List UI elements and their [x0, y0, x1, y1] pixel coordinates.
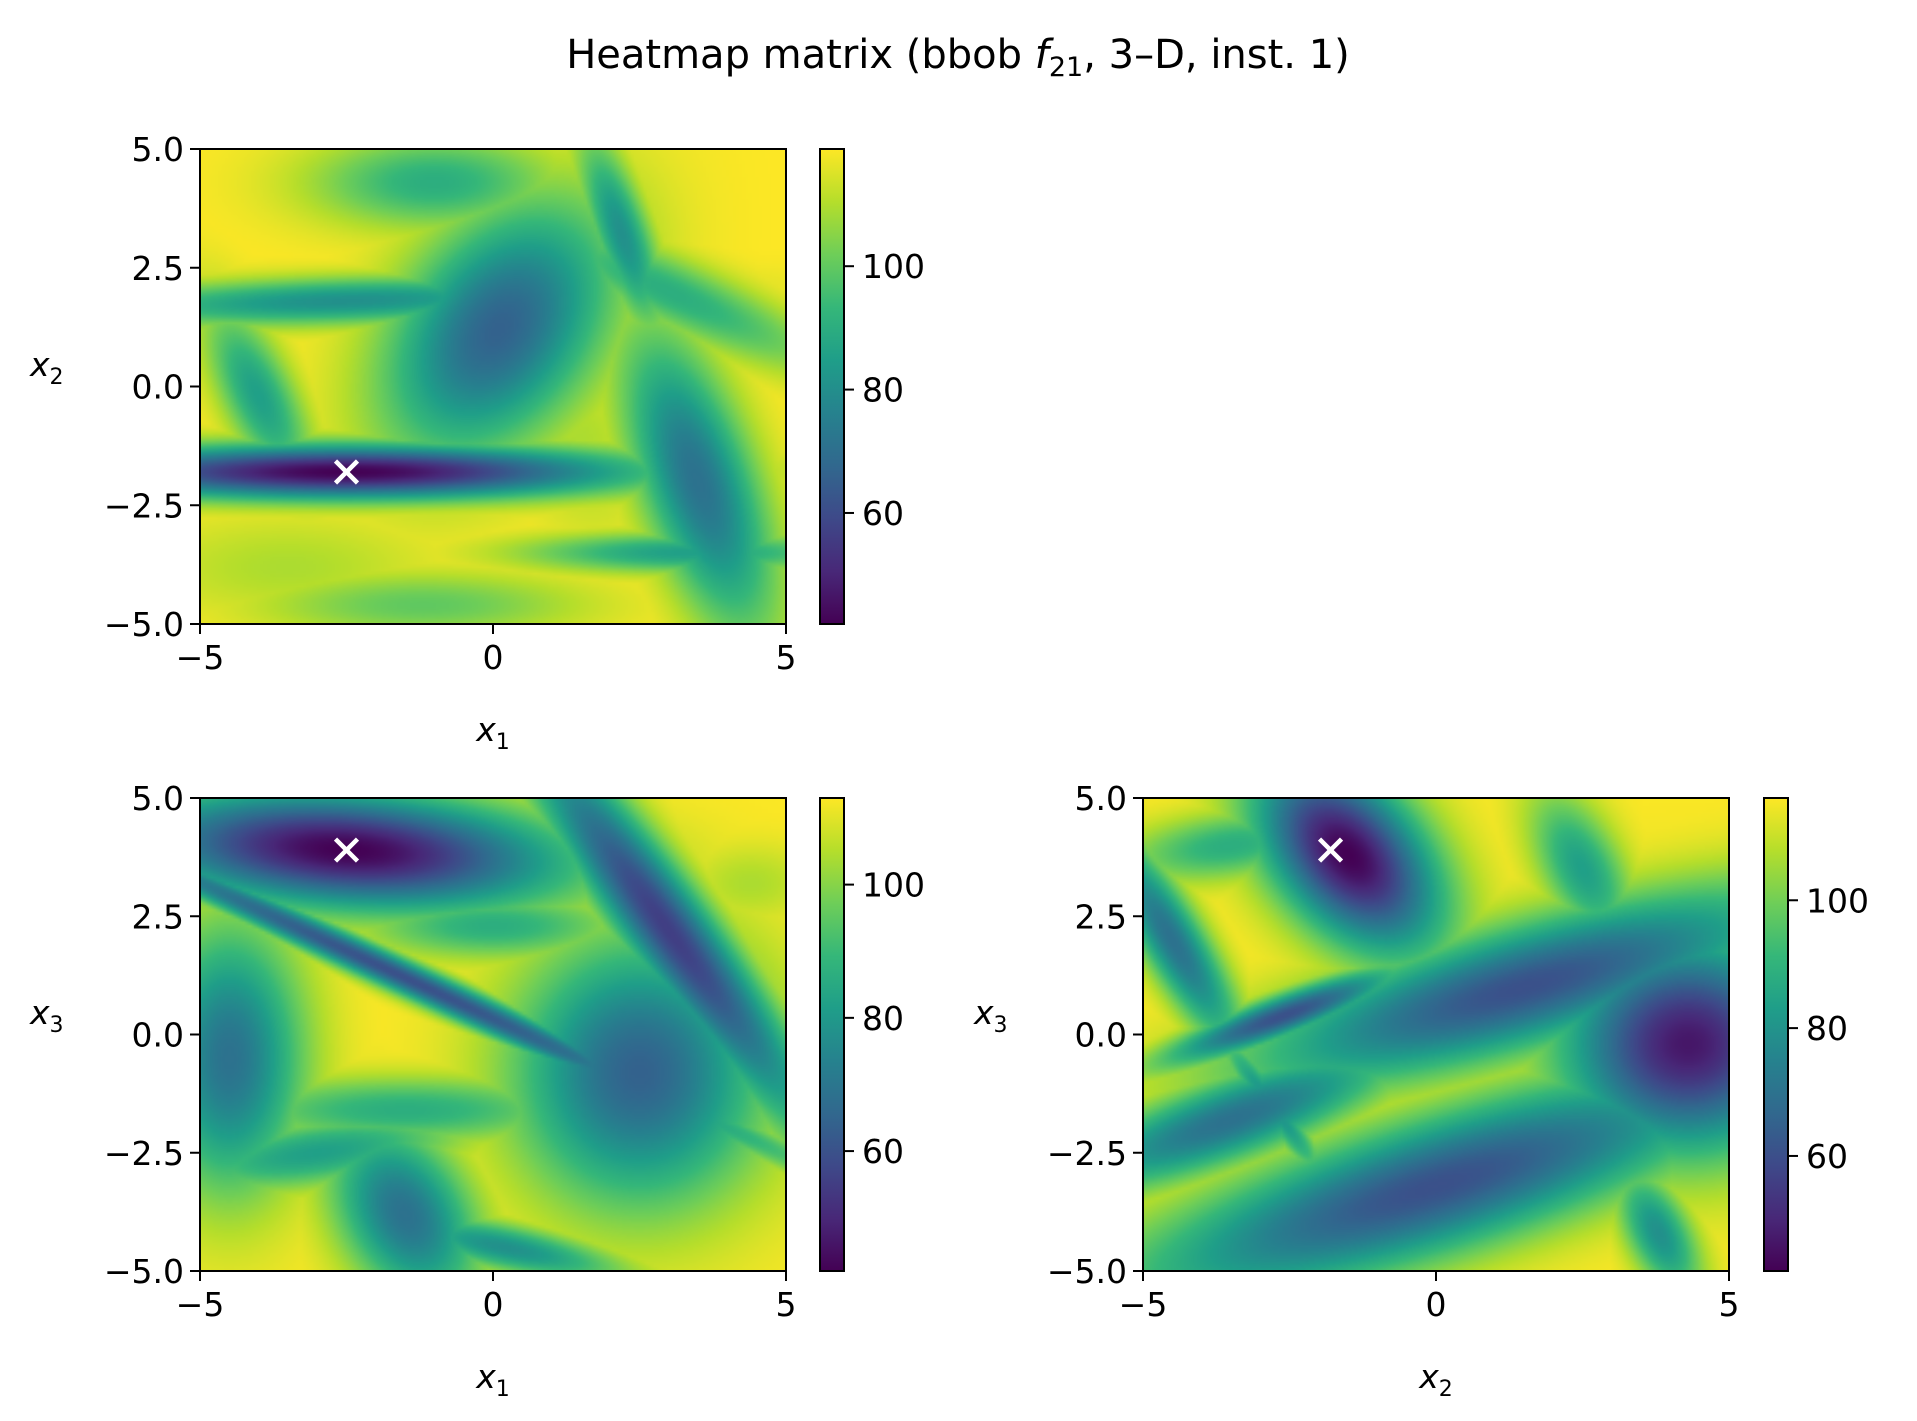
y-tick-label: 0.0 [132, 368, 184, 407]
y-tick-label: 2.5 [132, 897, 184, 936]
y-tick-label: −5.0 [104, 605, 184, 644]
colorbar: 60 80 100 [819, 797, 925, 1272]
y-tick-label: 0.0 [132, 1016, 184, 1055]
x-tick-label: 0 [483, 1285, 504, 1324]
x-tick-label: −5 [176, 638, 225, 677]
y-tick-label: −5.0 [104, 1252, 184, 1291]
y-tick-label: 5.0 [1075, 779, 1127, 818]
colorbar: 60 80 100 [819, 148, 925, 625]
marker-stroke [333, 837, 360, 863]
colorbar-tick-label: 80 [1806, 1009, 1848, 1048]
y-axis: 5.0 2.5 0.0 −2.5 −5.0 [104, 130, 200, 644]
x-tick-label: 5 [1719, 1285, 1740, 1324]
colorbar-gradient [1764, 798, 1788, 1271]
x-axis: −5 0 5 [176, 1271, 797, 1324]
y-tick-label: 5.0 [132, 779, 184, 818]
colorbar-tick-label: 60 [862, 1132, 904, 1171]
y-axis-label: x3 [29, 993, 64, 1038]
y-axis-label: x2 [29, 345, 64, 390]
y-axis-label: x3 [973, 993, 1008, 1038]
colorbar-frame [819, 148, 845, 625]
y-axis: 5.0 2.5 0.0 −2.5 −5.0 [1047, 779, 1143, 1291]
x-axis: −5 0 5 [176, 624, 797, 677]
y-tick-label: −5.0 [1047, 1252, 1127, 1291]
x-tick-label: −5 [1119, 1285, 1168, 1324]
x-axis-label: x1 [475, 1357, 510, 1402]
y-tick-label: 2.5 [132, 249, 184, 288]
x-axis: −5 0 5 [1119, 1271, 1740, 1324]
minimum-marker [333, 837, 360, 863]
x-tick-label: 5 [776, 1285, 797, 1324]
colorbar-frame [1763, 797, 1789, 1272]
colorbar-tick-label: 80 [862, 371, 904, 410]
colorbar-tick-label: 60 [1806, 1137, 1848, 1176]
y-tick-label: 2.5 [1075, 897, 1127, 936]
colorbar-gradient [820, 149, 844, 624]
colorbar-tick-label: 100 [862, 247, 925, 286]
colorbar-tick-label: 100 [862, 866, 925, 905]
y-tick-label: 5.0 [132, 130, 184, 169]
colorbar-tick-label: 80 [862, 999, 904, 1038]
x-axis-label: x2 [1418, 1357, 1453, 1402]
x-tick-label: 0 [483, 638, 504, 677]
x-tick-label: 5 [776, 638, 797, 677]
heatmap-image [200, 798, 786, 1271]
x-tick-label: −5 [176, 1285, 225, 1324]
panel-x1-x2: −5 0 5 5.0 2.5 0.0 −2.5 −5.0 x1 x2 60 80 100 [29, 130, 925, 755]
panel-x1-x3: −5 0 5 5.0 2.5 0.0 −2.5 −5.0 x1 x3 60 80 100 [29, 779, 925, 1402]
colorbar-frame [819, 797, 845, 1272]
marker-stroke [333, 459, 360, 485]
heatmap-image [1143, 798, 1729, 1271]
colorbar-tick-label: 60 [862, 494, 904, 533]
minimum-marker [1317, 837, 1344, 863]
x-axis-label: x1 [475, 710, 510, 755]
x-tick-label: 0 [1426, 1285, 1447, 1324]
colorbar-tick-label: 100 [1806, 881, 1869, 920]
y-tick-label: −2.5 [104, 486, 184, 525]
y-tick-label: −2.5 [1047, 1134, 1127, 1173]
figure-title: Heatmap matrix (bbob f21, 3–D, inst. 1) [566, 32, 1350, 83]
y-tick-label: −2.5 [104, 1134, 184, 1173]
panel-x2-x3: −5 0 5 5.0 2.5 0.0 −2.5 −5.0 x2 x3 60 80 100 [973, 779, 1869, 1402]
colorbar: 60 80 100 [1763, 797, 1869, 1272]
colorbar-gradient [820, 798, 844, 1271]
y-axis: 5.0 2.5 0.0 −2.5 −5.0 [104, 779, 200, 1291]
heatmap-image [200, 149, 786, 624]
y-tick-label: 0.0 [1075, 1016, 1127, 1055]
marker-stroke [1317, 837, 1344, 863]
minimum-marker [333, 459, 360, 485]
